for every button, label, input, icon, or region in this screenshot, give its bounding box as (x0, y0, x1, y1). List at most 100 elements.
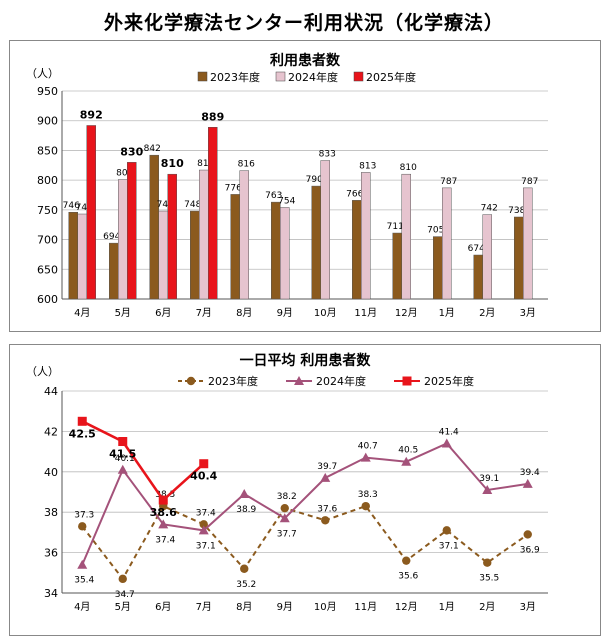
legend-label-2024年度: 2024年度 (288, 70, 338, 84)
legend-marker-2024年度 (294, 376, 304, 385)
data-point-2023年度 (402, 556, 411, 565)
data-point-2024年度 (239, 489, 250, 499)
bar-data-label: 743 (76, 203, 93, 213)
bar-data-label: 742 (481, 204, 498, 214)
bar-2024年度 (199, 169, 209, 300)
point-data-label: 35.6 (398, 572, 418, 582)
data-point-2023年度 (78, 522, 87, 531)
bar-data-label: 889 (201, 110, 224, 123)
y-tick-label: 750 (37, 204, 58, 217)
x-tick-label: 7月 (196, 307, 212, 319)
legend-label-2025年度: 2025年度 (424, 374, 474, 388)
series-line-2024年度 (81, 442, 528, 566)
y-tick-label: 850 (37, 144, 58, 157)
legend-label-2023年度: 2023年度 (210, 70, 260, 84)
legend-label-2025年度: 2025年度 (366, 70, 416, 84)
bar-data-label: 790 (306, 175, 323, 185)
bar-data-label: 842 (144, 144, 161, 154)
point-data-label: 35.4 (74, 576, 94, 586)
bar-data-label: 817 (197, 159, 214, 169)
bar-data-label: 705 (427, 226, 444, 236)
bar-2023年度 (230, 194, 240, 300)
bar-2023年度 (311, 185, 321, 300)
legend-marker-2023年度 (186, 376, 196, 386)
point-data-label: 40.5 (398, 446, 418, 456)
y-tick-label: 38 (44, 506, 58, 519)
bar-2024年度 (482, 214, 492, 300)
y-tick-label: 42 (44, 425, 58, 438)
x-tick-label: 5月 (115, 307, 131, 319)
bar-2025年度 (127, 162, 137, 300)
point-data-label: 38.3 (358, 490, 378, 500)
y-axis-unit-label: （人） (26, 67, 59, 80)
point-data-label: 37.4 (196, 508, 216, 518)
bar-data-label: 776 (225, 183, 242, 193)
point-data-label: 34.7 (115, 590, 135, 600)
bar-data-label: 813 (359, 161, 376, 171)
y-axis-unit-label: （人） (26, 365, 59, 378)
data-point-2024年度 (158, 519, 169, 529)
y-tick-label: 34 (44, 587, 58, 600)
x-tick-label: 12月 (395, 307, 418, 319)
bar-data-label: 746 (63, 201, 80, 211)
point-data-label: 35.2 (236, 580, 256, 590)
bar-data-label: 801 (116, 169, 133, 179)
bar-data-label: 674 (468, 244, 485, 254)
bar-data-label: 711 (387, 222, 404, 232)
bar-2024年度 (118, 179, 128, 300)
bar-data-label: 738 (508, 206, 525, 216)
x-tick-label: 6月 (155, 307, 171, 319)
point-data-label: 39.4 (520, 468, 540, 478)
series-line-2023年度 (81, 504, 529, 581)
bar-2024年度 (361, 172, 371, 300)
y-tick-label: 44 (44, 385, 58, 398)
y-tick-label: 800 (37, 174, 58, 187)
bar-data-label: 787 (521, 177, 538, 187)
x-tick-label: 2月 (479, 601, 495, 613)
bar-data-label: 754 (278, 196, 295, 206)
data-point-2024年度 (198, 525, 209, 535)
point-data-label: 37.6 (317, 504, 337, 514)
x-tick-label: 11月 (354, 307, 377, 319)
data-point-2023年度 (199, 520, 208, 529)
bar-data-label: 810 (400, 163, 417, 173)
daily-average-line-chart: 一日平均 利用患者数 （人） 2023年度 2024年度 2025年度 34 36 38 40 4… (26, 352, 548, 613)
x-tick-label: 5月 (115, 601, 131, 613)
bar-data-label: 830 (120, 145, 143, 158)
x-tick-label: 9月 (277, 601, 293, 613)
series-line-2025年度 (81, 420, 205, 503)
bar-2024年度 (158, 210, 168, 300)
data-point-2024年度 (522, 478, 533, 488)
legend-swatch-2025年度 (353, 71, 364, 82)
x-tick-label: 3月 (520, 307, 536, 319)
bar-2023年度 (68, 211, 78, 300)
point-data-label: 38.6 (150, 506, 177, 519)
bar-2025年度 (208, 127, 218, 300)
x-tick-label: 4月 (74, 307, 90, 319)
x-tick-label: 8月 (236, 307, 252, 319)
point-data-label: 41.5 (109, 448, 136, 461)
bar-2024年度 (442, 187, 452, 300)
data-point-2023年度 (361, 501, 370, 511)
data-point-2023年度 (280, 503, 289, 513)
bar-2024年度 (320, 160, 330, 300)
data-point-2023年度 (240, 564, 249, 573)
bar-data-label: 787 (440, 177, 457, 187)
y-tick-label: 36 (44, 547, 58, 560)
point-data-label: 41.4 (439, 428, 459, 438)
legend-label-2023年度: 2023年度 (208, 374, 258, 388)
bar-2023年度 (433, 236, 443, 300)
legend-label-2024年度: 2024年度 (316, 374, 366, 388)
y-tick-label: 40 (44, 466, 58, 479)
data-point-2023年度 (321, 516, 330, 525)
bar-2023年度 (392, 232, 402, 300)
bar-data-label: 833 (319, 150, 336, 160)
point-data-label: 36.9 (520, 545, 540, 555)
bar-data-label: 763 (265, 191, 282, 201)
bar-data-label: 694 (103, 232, 120, 242)
x-tick-label: 11月 (354, 601, 377, 613)
bar-2024年度 (401, 173, 411, 300)
bar-2025年度 (86, 125, 96, 300)
data-point-2023年度 (483, 558, 492, 567)
bar-2023年度 (473, 254, 483, 300)
